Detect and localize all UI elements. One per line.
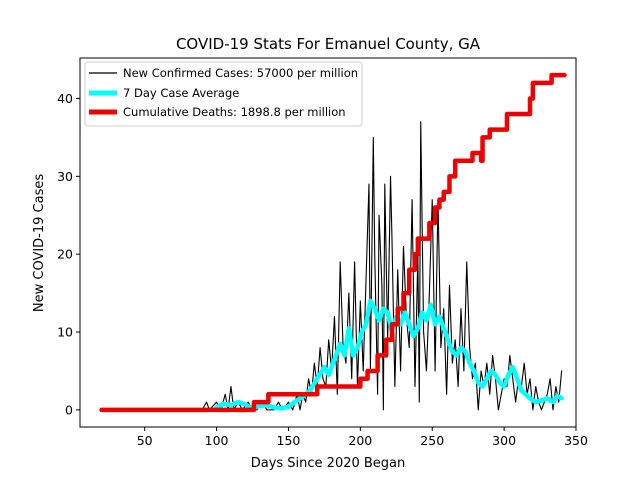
legend-label-cumulative-deaths: Cumulative Deaths: 1898.8 per million bbox=[123, 105, 346, 119]
y-axis: 0 10 20 30 40 bbox=[57, 91, 80, 417]
y-tick-label: 40 bbox=[57, 91, 73, 106]
x-tick-label: 300 bbox=[492, 433, 516, 448]
y-tick-label: 20 bbox=[57, 247, 73, 262]
y-axis-label: New COVID-19 Cases bbox=[32, 174, 47, 312]
legend-label-new-cases: New Confirmed Cases: 57000 per million bbox=[123, 66, 358, 80]
series-7day-average-line bbox=[214, 298, 564, 411]
y-tick-label: 0 bbox=[65, 402, 73, 417]
x-tick-label: 350 bbox=[564, 433, 588, 448]
x-tick-label: 250 bbox=[420, 433, 444, 448]
legend-box bbox=[84, 61, 363, 127]
legend-label-7day-average: 7 Day Case Average bbox=[123, 86, 239, 100]
y-tick-label: 10 bbox=[57, 325, 73, 340]
plot-data bbox=[99, 72, 567, 413]
x-tick-label: 200 bbox=[348, 433, 372, 448]
x-tick-label: 100 bbox=[205, 433, 229, 448]
legend: New Confirmed Cases: 57000 per million 7… bbox=[84, 61, 363, 127]
x-tick-label: 150 bbox=[277, 433, 301, 448]
x-tick-label: 50 bbox=[137, 433, 153, 448]
x-axis-label: Days Since 2020 Began bbox=[251, 456, 406, 471]
y-tick-label: 30 bbox=[57, 169, 73, 184]
x-axis: 50 100 150 200 250 300 350 bbox=[137, 427, 588, 448]
chart-title: COVID-19 Stats For Emanuel County, GA bbox=[176, 35, 481, 53]
series-cumulative-deaths-line bbox=[99, 72, 567, 413]
plot-area-frame bbox=[79, 57, 577, 428]
